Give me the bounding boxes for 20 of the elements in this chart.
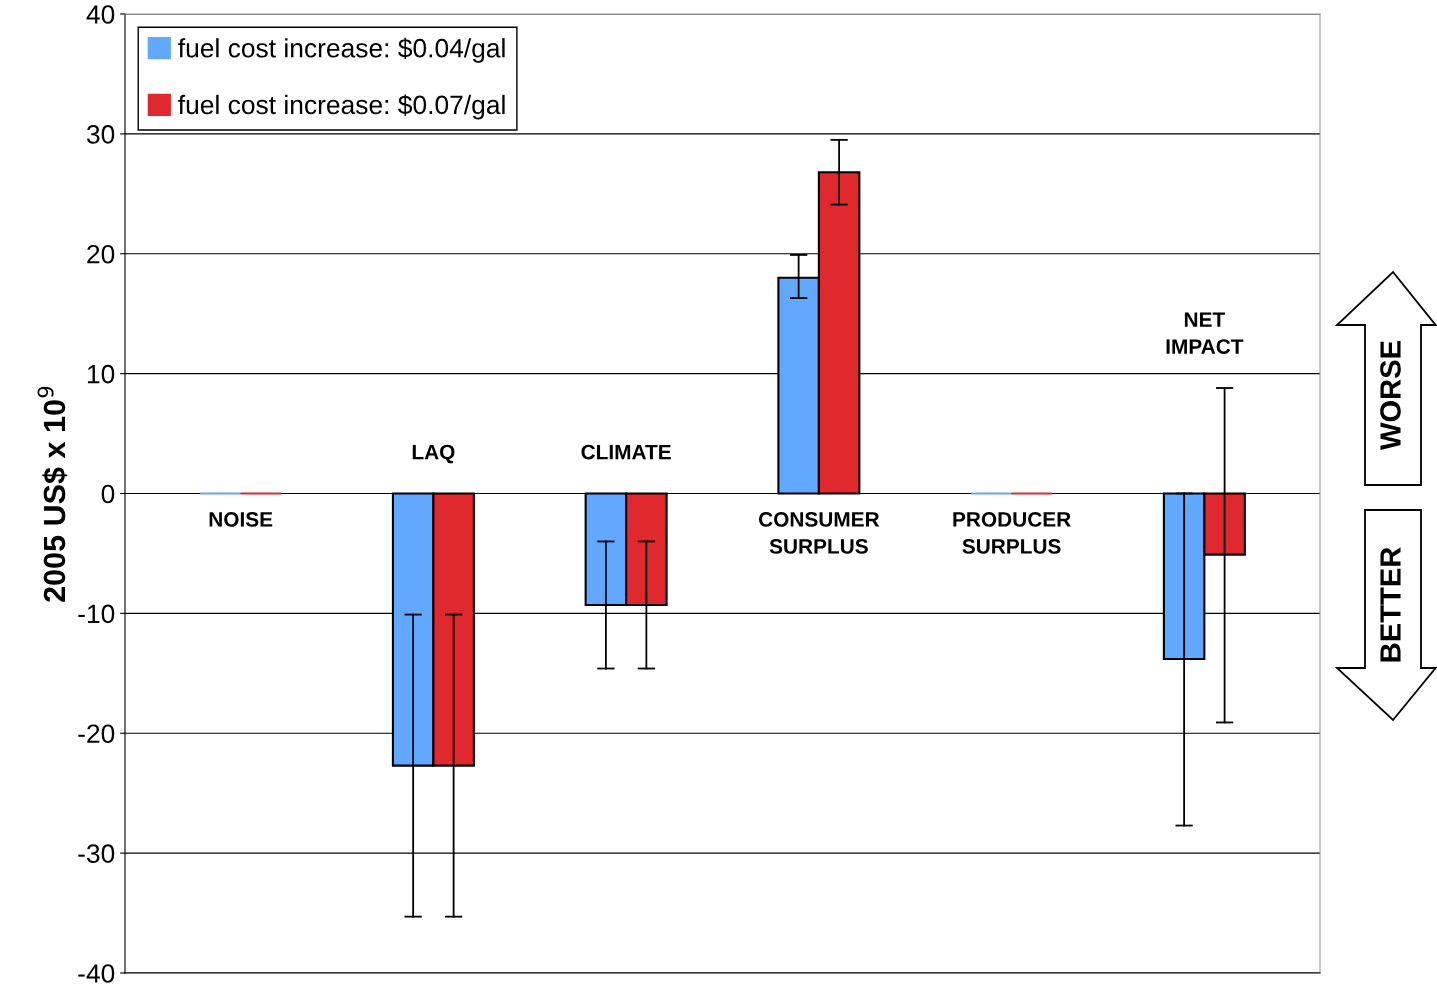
y-tick-label: 40 — [86, 5, 115, 24]
x-tick-label: CONSUMER SURPLUS — [758, 512, 880, 554]
y-tick-label: 30 — [86, 125, 115, 144]
x-tick-label: CLIMATE — [581, 444, 671, 460]
x-tick-label: NOISE — [209, 512, 273, 527]
y-tick-label: -20 — [78, 724, 115, 744]
x-tick-label: LAQ — [412, 444, 455, 464]
y-tick-label: -40 — [78, 964, 115, 983]
legend-label: fuel cost increase: $0.07/gal — [178, 94, 505, 120]
legend-label: fuel cost increase: $0.04/gal — [178, 37, 505, 63]
y-tick-label: -30 — [78, 844, 115, 863]
y-tick-label: 20 — [87, 244, 115, 264]
y-tick-label: 10 — [87, 364, 115, 384]
x-tick-label: PRODUCER SURPLUS — [953, 512, 1071, 554]
text: WORSE — [1380, 341, 1401, 451]
y-tick-label: -10 — [78, 604, 115, 624]
y-tick-label: 0 — [101, 484, 115, 504]
text: BETTER — [1380, 547, 1401, 662]
y-axis-title: 2005 US$ x 10$^{9}$ — [37, 386, 68, 602]
x-tick-label: NET IMPACT — [1166, 312, 1244, 354]
